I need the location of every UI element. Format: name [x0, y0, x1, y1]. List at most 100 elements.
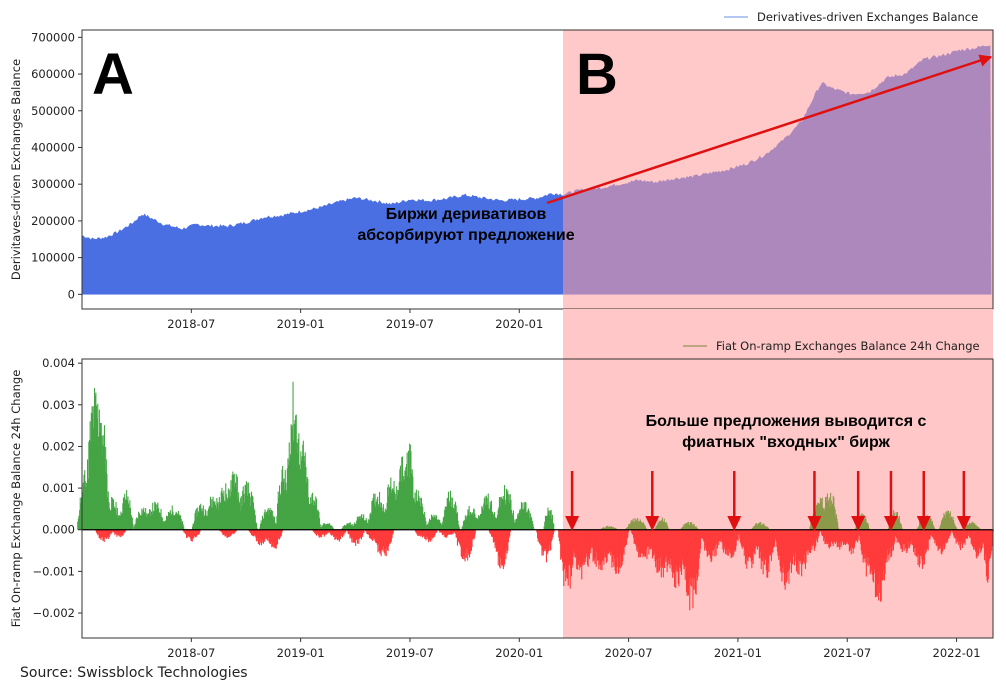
- negative-bar: [600, 529, 602, 570]
- negative-bar: [439, 529, 441, 532]
- positive-bar: [386, 502, 388, 530]
- positive-bar: [288, 442, 290, 530]
- negative-bar: [861, 529, 863, 555]
- positive-bar: [248, 493, 250, 530]
- negative-bar: [254, 529, 256, 535]
- positive-bar: [200, 503, 202, 530]
- negative-bar: [656, 529, 658, 573]
- negative-bar: [467, 529, 469, 561]
- negative-bar: [575, 529, 577, 556]
- positive-bar: [218, 497, 220, 530]
- positive-bar: [233, 486, 235, 530]
- positive-bar: [509, 494, 511, 530]
- positive-bar: [111, 497, 113, 530]
- positive-bar: [278, 497, 280, 530]
- negative-bar: [903, 529, 905, 545]
- negative-bar: [262, 529, 264, 543]
- negative-bar: [914, 529, 916, 549]
- positive-bar: [159, 516, 161, 530]
- negative-bar: [882, 529, 884, 548]
- positive-bar: [165, 520, 167, 530]
- positive-bar: [531, 517, 533, 530]
- negative-bar: [259, 529, 261, 546]
- negative-bar: [897, 529, 899, 539]
- negative-bar: [766, 529, 768, 578]
- positive-bar: [467, 509, 469, 530]
- negative-bar: [643, 529, 645, 556]
- positive-bar: [138, 511, 140, 530]
- negative-bar: [546, 529, 548, 553]
- negative-bar: [730, 529, 732, 559]
- negative-bar: [363, 529, 365, 534]
- negative-bar: [787, 529, 789, 573]
- negative-bar: [550, 529, 552, 551]
- negative-bar: [882, 529, 884, 549]
- negative-bar: [643, 529, 645, 554]
- positive-bar: [855, 527, 857, 530]
- positive-bar: [93, 486, 95, 530]
- positive-bar: [401, 457, 403, 530]
- positive-bar: [88, 441, 90, 530]
- negative-bar: [334, 529, 336, 540]
- positive-bar: [155, 504, 157, 530]
- positive-bar: [659, 521, 661, 530]
- positive-bar: [605, 526, 607, 530]
- negative-bar: [509, 529, 511, 532]
- negative-bar: [186, 529, 188, 538]
- negative-bar: [122, 529, 124, 536]
- negative-bar: [580, 529, 582, 566]
- negative-bar: [626, 529, 628, 545]
- negative-bar: [496, 529, 498, 551]
- negative-bar: [572, 529, 574, 547]
- negative-bar: [733, 529, 735, 555]
- positive-bar: [123, 497, 125, 530]
- positive-bar: [216, 515, 218, 530]
- positive-bar: [976, 526, 978, 530]
- positive-bar: [234, 473, 236, 530]
- negative-bar: [119, 529, 121, 535]
- negative-bar: [370, 529, 372, 539]
- positive-bar: [283, 478, 285, 530]
- negative-bar: [920, 529, 922, 557]
- negative-bar: [739, 529, 741, 543]
- positive-bar: [383, 524, 385, 530]
- positive-bar: [458, 527, 460, 530]
- negative-bar: [415, 529, 417, 533]
- positive-bar: [606, 527, 608, 530]
- positive-bar: [216, 521, 218, 530]
- positive-bar: [953, 522, 955, 530]
- negative-bar: [460, 529, 462, 547]
- positive-bar: [691, 525, 693, 530]
- positive-bar: [87, 459, 89, 530]
- negative-bar: [120, 529, 122, 535]
- negative-bar: [663, 529, 665, 565]
- positive-bar: [398, 481, 400, 530]
- positive-bar: [933, 527, 935, 530]
- positive-bar: [215, 508, 217, 530]
- positive-bar: [508, 494, 510, 530]
- positive-bar: [864, 520, 866, 530]
- negative-bar: [728, 529, 730, 550]
- negative-bar: [683, 529, 685, 570]
- positive-bar: [237, 498, 239, 530]
- positive-bar: [644, 525, 646, 530]
- positive-bar: [201, 508, 203, 530]
- positive-bar: [512, 510, 514, 530]
- positive-bar: [475, 518, 477, 530]
- negative-bar: [772, 529, 774, 553]
- negative-bar: [679, 529, 681, 565]
- positive-bar: [929, 518, 931, 530]
- positive-bar: [332, 527, 334, 530]
- negative-bar: [105, 529, 107, 538]
- positive-bar: [896, 512, 898, 530]
- positive-bar: [126, 490, 128, 530]
- positive-bar: [940, 521, 942, 530]
- positive-bar: [511, 513, 513, 530]
- positive-bar: [136, 517, 138, 530]
- positive-bar: [325, 524, 327, 530]
- negative-bar: [340, 529, 342, 536]
- positive-bar: [136, 518, 138, 530]
- positive-bar: [343, 525, 345, 530]
- positive-bar: [836, 518, 838, 530]
- negative-bar: [880, 529, 882, 540]
